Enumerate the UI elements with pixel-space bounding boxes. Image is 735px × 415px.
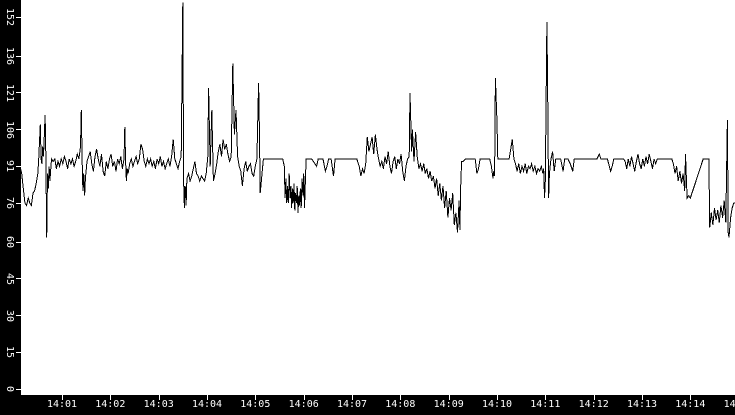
x-axis-tick [448,395,450,400]
y-axis-tick [16,55,21,57]
y-axis-tick [16,278,21,280]
x-axis-tick [545,395,547,400]
x-axis-tick-label: 14:04 [191,399,223,410]
y-axis-tick-label: 30 [4,309,15,322]
y-axis-tick [16,388,21,390]
x-axis-tick-label: 14:03 [143,399,174,410]
x-axis-tick-label: 14:09 [433,399,464,410]
y-axis-tick [16,202,21,204]
x-axis-tick [593,395,595,400]
x-axis-tick [352,395,353,400]
x-axis-tick [62,395,63,400]
y-axis-tick-label: 0 [4,385,15,393]
x-axis-tick-label: 14:13 [626,399,658,410]
x-axis-tick-label: 14:12 [578,399,609,410]
x-axis-tick-label: 14:10 [481,399,513,410]
x-axis-tick-label: 14:02 [95,399,126,410]
x-axis-tick [255,395,257,400]
y-axis-tick-label: 106 [4,120,15,139]
x-axis-tick-label: 14:07 [336,399,368,410]
x-axis-tick-label: 14:08 [385,399,416,410]
x-axis-tick [303,395,305,400]
y-axis-tick-label: 121 [4,83,15,102]
x-axis-tick [110,395,112,400]
x-axis-tick [642,395,643,400]
x-axis-tick-label: 14:06 [288,399,319,410]
y-axis-tick [16,16,21,18]
y-axis-tick-label: 15 [4,346,15,359]
y-axis-bar: 152 136 121 106 91 76 60 45 30 15 0 [0,0,21,395]
y-axis-tick-label: 45 [4,272,15,285]
y-axis-tick-label: 91 [4,160,15,173]
x-axis-tick-label: 14:05 [240,399,271,410]
y-axis-tick-label: 60 [4,236,15,249]
x-axis-tick [497,395,498,400]
y-axis-tick [16,92,21,94]
x-axis-tick-label: 14:11 [530,399,561,410]
x-axis-tick [207,395,208,400]
x-axis-tick [690,395,692,400]
x-axis-tick [400,395,402,400]
y-axis-tick-label: 136 [4,47,15,66]
y-axis-tick-label: 76 [4,196,15,210]
y-axis-tick [16,315,21,317]
x-axis-tick-label: 14:15 [723,399,735,410]
x-axis-tick [158,395,160,400]
x-axis-bar: 14:01 14:02 14:03 14:04 14:05 14:06 14:07 14:08… [0,395,735,415]
y-axis-tick [16,165,21,167]
y-axis-tick [16,241,21,243]
y-axis-tick-label: 152 [4,7,15,27]
x-axis-tick-label: 14:14 [675,399,706,410]
y-axis-tick [16,351,21,353]
series-line [19,2,735,238]
x-axis-tick-label: 14:01 [46,399,78,410]
y-axis-tick [16,129,21,131]
